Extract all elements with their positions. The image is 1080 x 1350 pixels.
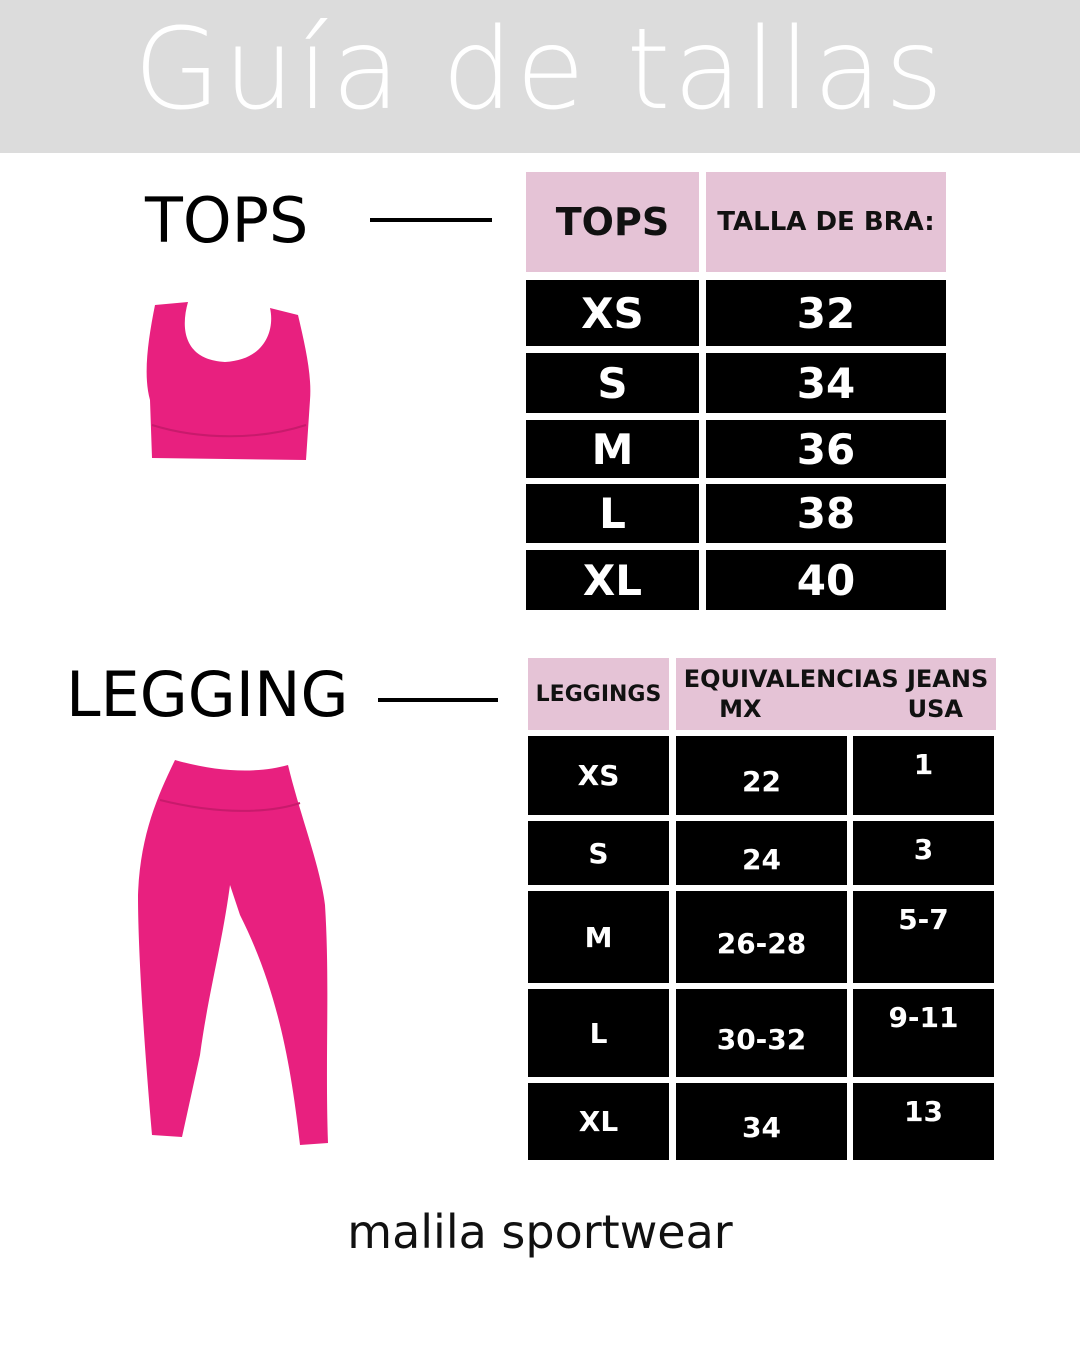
- leggings-image: [138, 760, 328, 1145]
- equivalences-subheaders: MX USA: [676, 694, 996, 724]
- tops-label: TOPS: [145, 184, 309, 257]
- brand-footer: malila sportwear: [347, 1205, 733, 1259]
- tops-size-cell: XS: [526, 280, 699, 346]
- leggings-usa-cell: 1: [853, 736, 994, 815]
- leggings-size-cell: XS: [528, 736, 669, 815]
- leggings-header-size: LEGGINGS: [528, 658, 669, 730]
- leggings-usa-cell: 3: [853, 821, 994, 885]
- tops-bra-cell: 38: [706, 484, 946, 543]
- leggings-usa-cell: 5-7: [853, 891, 994, 983]
- leggings-size-cell: L: [528, 989, 669, 1077]
- legging-divider: [378, 698, 498, 702]
- leggings-header-equivalences: EQUIVALENCIAS JEANS MX USA: [676, 658, 996, 730]
- leggings-usa-cell: 13: [853, 1083, 994, 1160]
- tops-header-size: TOPS: [526, 172, 699, 272]
- leggings-mx-cell: 34: [676, 1083, 847, 1160]
- sports-bra-image: [146, 302, 311, 460]
- tops-bra-cell: 32: [706, 280, 946, 346]
- leggings-mx-cell: 26-28: [676, 891, 847, 983]
- tops-size-cell: M: [526, 420, 699, 478]
- page-title: Guía de tallas: [133, 5, 947, 135]
- tops-size-cell: S: [526, 353, 699, 413]
- leggings-size-cell: XL: [528, 1083, 669, 1160]
- leggings-mx-cell: 30-32: [676, 989, 847, 1077]
- subheader-usa: USA: [907, 695, 963, 723]
- tops-bra-cell: 36: [706, 420, 946, 478]
- legging-label: LEGGING: [66, 658, 349, 731]
- subheader-mx: MX: [719, 695, 762, 723]
- leggings-usa-cell: 9-11: [853, 989, 994, 1077]
- equivalences-title: EQUIVALENCIAS JEANS: [683, 665, 989, 693]
- leggings-mx-cell: 24: [676, 821, 847, 885]
- title-banner: Guía de tallas: [0, 0, 1080, 153]
- leggings-size-cell: S: [528, 821, 669, 885]
- tops-bra-cell: 40: [706, 550, 946, 610]
- leggings-mx-cell: 22: [676, 736, 847, 815]
- leggings-size-cell: M: [528, 891, 669, 983]
- tops-divider: [370, 218, 492, 222]
- tops-bra-cell: 34: [706, 353, 946, 413]
- tops-size-cell: L: [526, 484, 699, 543]
- tops-header-bra: TALLA DE BRA:: [706, 172, 946, 272]
- tops-size-cell: XL: [526, 550, 699, 610]
